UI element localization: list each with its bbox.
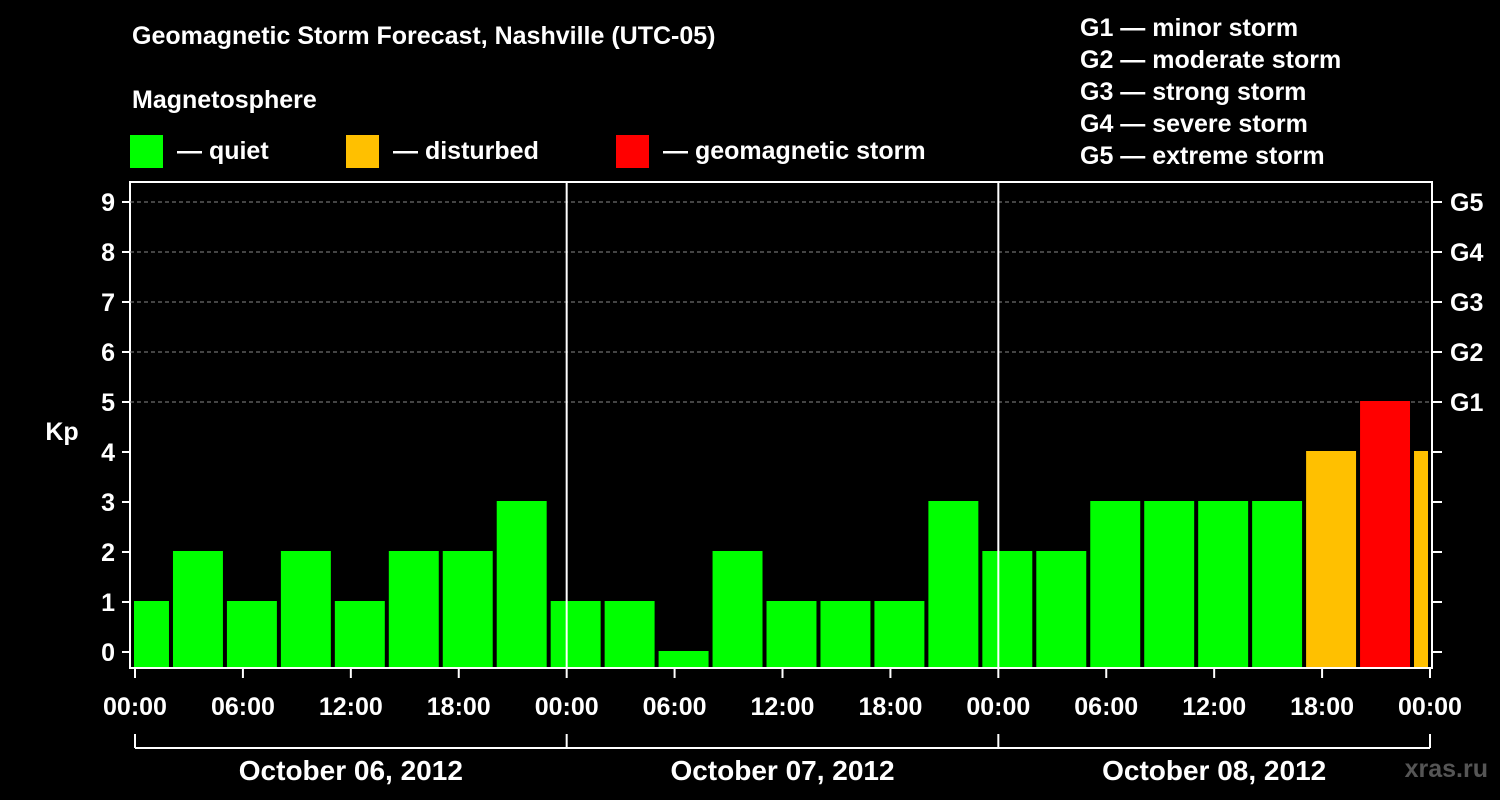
kp-bar [1090,501,1141,667]
kp-bar [1414,451,1428,667]
kp-bar [820,601,871,667]
kp-bar [604,601,655,667]
watermark: xras.ru [1404,755,1488,783]
legend-label-storm: — geomagnetic storm [663,136,926,165]
kp-bar [1198,501,1249,667]
y-tick-label: 2 [101,539,115,567]
storm-level-label: G4 [1450,239,1483,267]
legend-swatch-storm [616,134,649,168]
y-tick-label: 9 [101,189,115,217]
x-tick-label: 06:00 [1074,693,1138,721]
kp-bar [334,601,385,667]
y-tick-label: 0 [101,639,115,667]
x-tick-label: 06:00 [211,693,275,721]
day-label: October 07, 2012 [670,755,894,786]
x-tick-label: 18:00 [1290,693,1354,721]
storm-level-label: G3 [1450,289,1483,317]
kp-bar [766,601,817,667]
y-tick-label: 7 [101,289,115,317]
day-label: October 08, 2012 [1102,755,1326,786]
y-tick-label: 8 [101,239,115,267]
x-tick-label: 00:00 [1398,693,1462,721]
x-tick-label: 00:00 [966,693,1030,721]
storm-level-label: G5 [1450,189,1483,217]
kp-bar [982,551,1033,667]
y-tick-label: 5 [101,389,115,417]
kp-bar [1306,451,1357,667]
x-tick-label: 00:00 [103,693,167,721]
kp-bar [226,601,277,667]
storm-level-label: G1 [1450,389,1483,417]
legend-swatch-quiet [130,134,163,168]
plot-frame [129,181,1433,669]
x-tick-label: 06:00 [643,693,707,721]
kp-bar [1144,501,1195,667]
kp-bar [172,551,223,667]
kp-bar [1252,501,1303,667]
kp-bar [1360,401,1411,667]
kp-bar [496,501,547,667]
day-label: October 06, 2012 [239,755,463,786]
storm-level-label: G2 [1450,339,1483,367]
x-tick-label: 12:00 [319,693,383,721]
storm-scale-g4: G4 — severe storm [1080,110,1308,138]
kp-bar [928,501,979,667]
legend-item-disturbed: — disturbed [346,134,539,168]
y-tick-label: 3 [101,489,115,517]
x-tick-label: 12:00 [1182,693,1246,721]
legend-item-storm: — geomagnetic storm [616,134,926,168]
storm-scale-g1: G1 — minor storm [1080,14,1299,42]
kp-bar [1036,551,1087,667]
kp-bar [658,651,709,667]
y-tick-label: 1 [101,589,115,617]
y-tick-label: 4 [101,439,115,467]
storm-scale-g3: G3 — strong storm [1080,78,1307,106]
kp-bar [442,551,493,667]
kp-bar [280,551,331,667]
storm-scale-g5: G5 — extreme storm [1080,142,1325,170]
kp-bar [712,551,763,667]
legend-label-quiet: — quiet [177,136,269,165]
x-tick-label: 12:00 [751,693,815,721]
legend-item-quiet: — quiet [130,134,269,168]
storm-scale-legend: G1 — minor storm G2 — moderate storm G3 … [1080,12,1341,172]
x-tick-label: 18:00 [427,693,491,721]
kp-bar [874,601,925,667]
kp-bar [134,601,169,667]
kp-bar [388,551,439,667]
legend-swatch-disturbed [346,134,379,168]
y-axis-title: Kp [45,418,78,446]
x-tick-label: 00:00 [535,693,599,721]
x-tick-label: 18:00 [858,693,922,721]
chart-title: Geomagnetic Storm Forecast, Nashville (U… [132,22,716,50]
storm-scale-g2: G2 — moderate storm [1080,46,1342,74]
kp-bar [550,601,601,667]
legend-label-disturbed: — disturbed [393,136,539,165]
legend-heading: Magnetosphere [132,86,317,114]
y-tick-label: 6 [101,339,115,367]
